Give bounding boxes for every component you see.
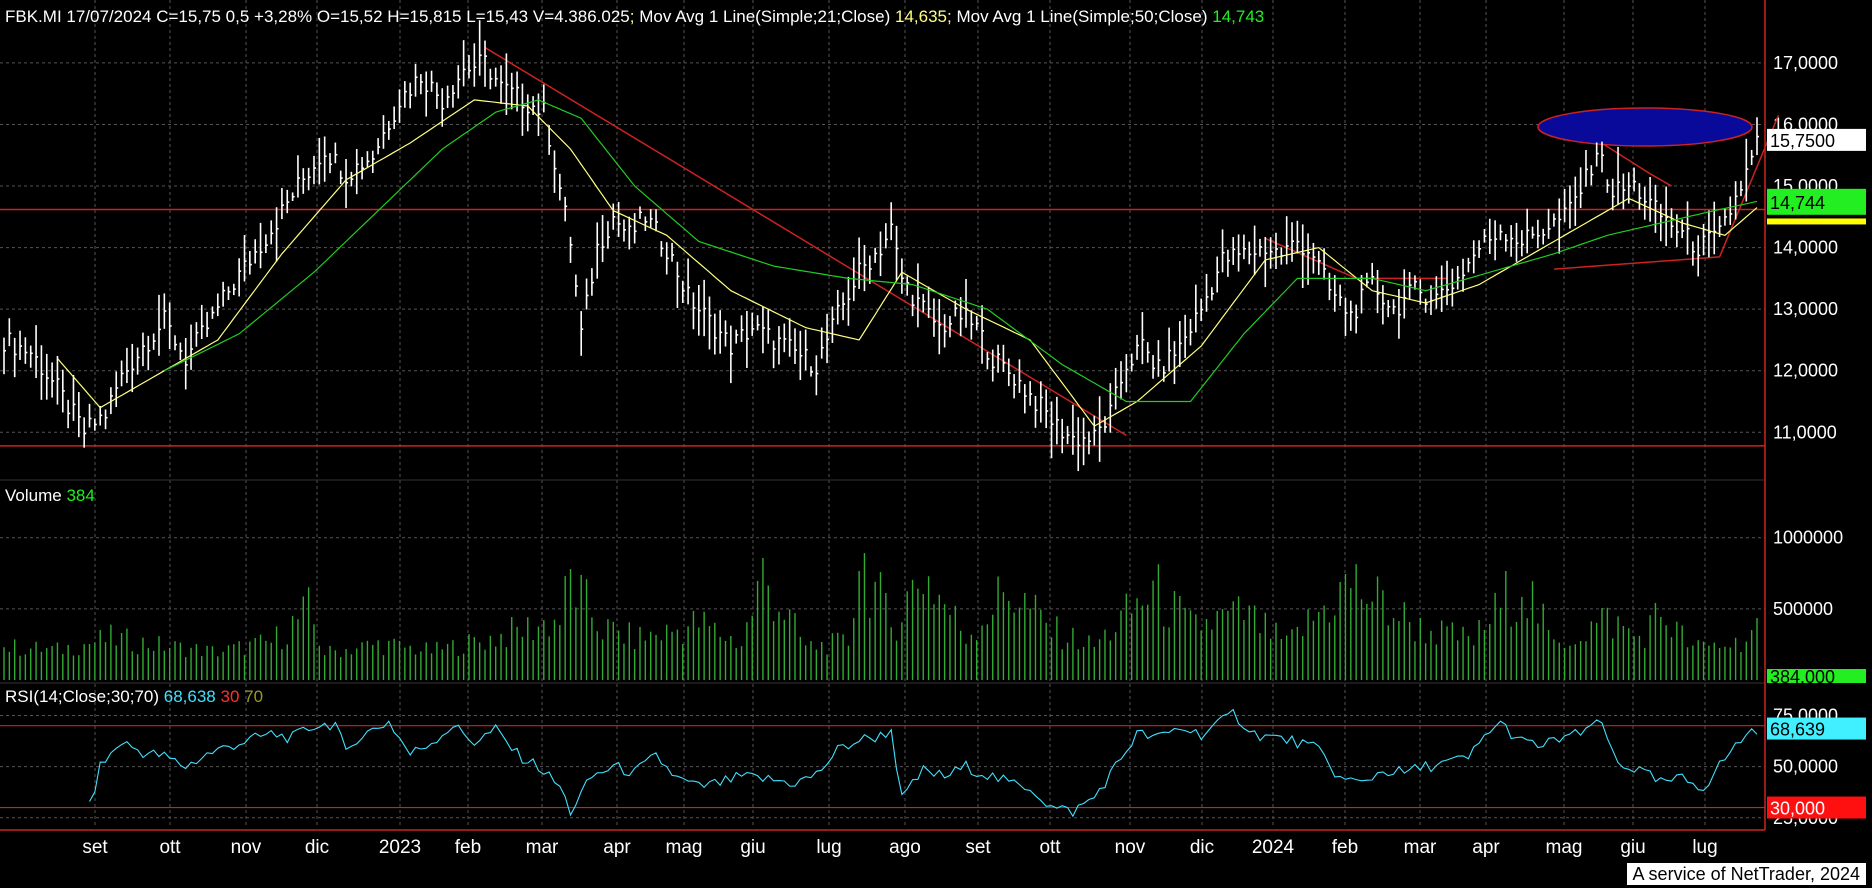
x-axis-tick: lug [816,837,841,858]
grid-lines [0,0,1765,828]
volume-axis-tick: 500000 [1773,599,1833,619]
x-axis-tick: nov [231,837,262,858]
price-axis-tick: 12,0000 [1773,361,1838,381]
price-summary: FBK.MI 17/07/2024 C=15,75 0,5 +3,28% O=1… [5,7,630,26]
x-axis-tick: 2024 [1252,837,1295,858]
volume-header: Volume 384 [5,486,95,506]
x-axis-tick: set [965,837,991,858]
rsi-low-tag-box [1767,796,1866,819]
x-axis-tick: set [82,837,108,858]
volume-value: 384 [66,486,95,505]
price-header: FBK.MI 17/07/2024 C=15,75 0,5 +3,28% O=1… [5,7,1265,26]
x-axis-tick: mag [666,837,703,858]
rsi-header: RSI(14;Close;30;70) 68,638 30 70 [5,687,263,707]
x-axis-tick: mag [1546,837,1583,858]
price-axis-tick: 13,0000 [1773,299,1838,319]
volume-tag-text: 384.000 [1770,667,1835,687]
ma50-tag-box [1767,188,1866,215]
x-axis-tick: lug [1692,837,1717,858]
highlight-ellipse [1537,107,1753,147]
rsi-high-level: 70 [244,687,264,706]
volume-tag-box [1767,669,1866,683]
ma21-legend: Mov Avg 1 Line(Simple;21;Close) [639,7,891,26]
ma21-line [56,99,1758,427]
last-price-tag-text: 15,7500 [1770,131,1835,151]
ma50-line [164,99,1758,403]
flag-line [1596,139,1672,187]
x-axis-tick: mar [1404,837,1437,858]
rsi-value-tag: 68,639 [1767,717,1866,740]
last-price-tag-box [1767,128,1866,151]
x-axis-tick: 2023 [379,837,421,858]
footer-credit: A service of NetTrader, 2024 [1626,863,1866,885]
last-price-tag: 15,7500 [1767,128,1866,151]
ma21-tag [1767,218,1866,225]
flag-bottom-line [1553,256,1720,270]
x-axis-tick: feb [1332,837,1358,858]
rsi-low-tag: 30,000 [1767,796,1866,819]
rsi-low-tag-text: 30,000 [1770,799,1825,819]
trendlines [0,46,1780,447]
rsi-value-tag-box [1767,717,1866,740]
x-axis-tick: feb [455,837,481,858]
downtrend-line [484,46,1127,437]
rsi-label: RSI(14;Close;30;70) [5,687,160,706]
ma50-tag-text: 14,744 [1770,193,1825,213]
x-axis-tick: apr [603,837,631,858]
x-axis-tick: ott [159,837,181,858]
ma50-legend: Mov Avg 1 Line(Simple;50;Close) [956,7,1208,26]
ma21-tag-box [1767,218,1866,225]
price-axis-tick: 14,0000 [1773,238,1838,258]
volume-axis-tick: 1000000 [1773,528,1843,548]
x-axis-tick: ago [889,837,921,858]
price-bars [3,20,1759,472]
x-axis-tick: dic [1190,837,1214,858]
ma50-value: 14,743 [1212,7,1265,26]
x-axis-tick: dic [305,837,329,858]
volume-label: Volume [5,486,62,505]
volume-bars [3,553,1758,680]
x-axis-tick: mar [526,837,559,858]
x-axis-tick: ott [1039,837,1061,858]
volume-tag: 384.000 [1767,667,1866,687]
rsi-value: 68,638 [163,687,216,706]
price-axis-tick: 11,0000 [1773,422,1837,442]
ma50-tag: 14,744 [1767,188,1866,215]
rsi-axis-tick: 50,0000 [1773,757,1838,777]
x-axis-tick: giu [740,837,765,858]
x-axis-tick: nov [1115,837,1146,858]
ma21-value: 14,635 [895,7,947,26]
rsi-low-level: 30 [220,687,240,706]
x-axis-tick: apr [1472,837,1500,858]
rsi-value-tag-text: 68,639 [1770,720,1825,740]
x-axis-tick: giu [1620,837,1645,858]
rsi-line [89,708,1758,818]
price-axis-tick: 17,0000 [1773,53,1838,73]
